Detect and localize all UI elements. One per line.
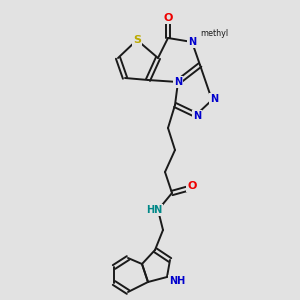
Text: HN: HN bbox=[146, 205, 162, 215]
Text: O: O bbox=[187, 181, 197, 191]
Text: N: N bbox=[210, 94, 218, 104]
Text: O: O bbox=[163, 13, 173, 23]
Text: N: N bbox=[193, 111, 201, 121]
Text: N: N bbox=[188, 37, 196, 47]
Text: S: S bbox=[133, 35, 141, 45]
Text: methyl: methyl bbox=[200, 28, 228, 38]
Text: N: N bbox=[174, 77, 182, 87]
Text: NH: NH bbox=[169, 276, 185, 286]
